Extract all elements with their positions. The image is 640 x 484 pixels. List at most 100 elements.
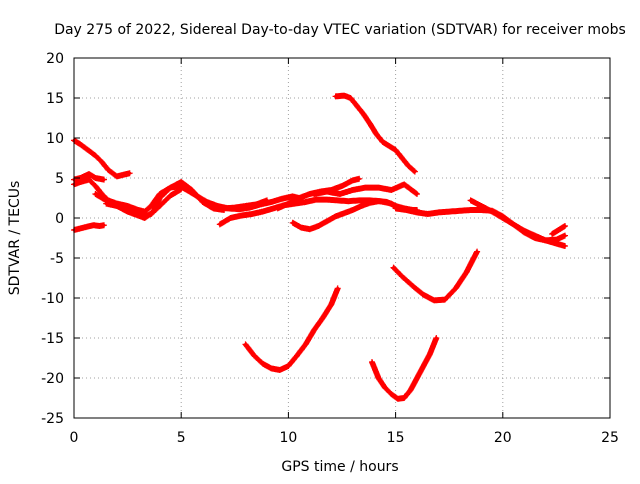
data-point — [218, 222, 222, 226]
data-point — [563, 224, 567, 228]
data-point — [304, 200, 308, 204]
data-point — [368, 201, 372, 205]
data-point — [85, 225, 89, 229]
data-point — [336, 198, 340, 202]
y-tick-label: -20 — [41, 371, 64, 387]
data-point — [563, 234, 567, 238]
data-point — [334, 94, 338, 98]
series-arc-p — [242, 285, 341, 373]
data-point — [522, 229, 526, 233]
data-point — [158, 204, 162, 208]
data-point — [454, 286, 458, 290]
data-point — [78, 226, 82, 230]
data-point — [469, 208, 473, 212]
data-point — [91, 223, 95, 227]
data-point — [342, 211, 346, 215]
data-point — [126, 206, 130, 210]
x-tick-label: 15 — [387, 430, 405, 446]
y-tick-label: 5 — [55, 171, 64, 187]
data-point — [239, 214, 243, 218]
data-point — [149, 204, 153, 208]
data-point — [295, 354, 299, 358]
y-tick-label: 20 — [46, 51, 64, 67]
data-point — [400, 156, 404, 160]
data-point — [271, 206, 275, 210]
data-point — [98, 224, 102, 228]
data-point — [102, 223, 106, 227]
data-point — [394, 148, 398, 152]
data-point — [351, 208, 355, 212]
data-point — [374, 132, 378, 136]
data-point — [351, 188, 355, 192]
data-point — [291, 194, 295, 198]
x-tick-label: 25 — [601, 430, 619, 446]
data-point — [413, 170, 417, 174]
data-point — [415, 376, 419, 380]
data-point — [338, 192, 342, 196]
data-point — [436, 210, 440, 214]
data-point — [121, 173, 125, 177]
data-point — [93, 192, 97, 196]
data-point — [447, 210, 451, 214]
y-tick-label: 0 — [55, 211, 64, 227]
x-tick-label: 5 — [177, 430, 186, 446]
data-point — [554, 242, 558, 246]
data-point — [168, 186, 172, 190]
data-point — [291, 221, 295, 225]
data-point — [100, 160, 104, 164]
data-point — [426, 212, 430, 216]
series-arc-k — [311, 181, 420, 197]
data-point — [104, 202, 108, 206]
data-point — [286, 364, 290, 368]
data-point — [389, 392, 393, 396]
data-point — [376, 199, 380, 203]
series-arc-g — [173, 181, 303, 213]
data-point — [544, 238, 548, 242]
y-tick-label: -10 — [41, 291, 64, 307]
data-point — [93, 176, 97, 180]
data-point — [248, 206, 252, 210]
data-point — [304, 342, 308, 346]
data-point — [355, 104, 359, 108]
data-point — [325, 190, 329, 194]
data-point — [512, 222, 516, 226]
series-arc-o — [549, 223, 568, 237]
tick-layer: 0 5 10 15 20 25 -25 -20 -15 -10 -5 0 5 10 15 20 — [41, 51, 619, 446]
data-point — [501, 216, 505, 220]
data-point — [475, 250, 479, 254]
data-point — [316, 224, 320, 228]
data-point — [308, 192, 312, 196]
data-point — [269, 366, 273, 370]
series-arc-n — [467, 197, 568, 249]
data-point — [349, 96, 353, 100]
data-point — [299, 226, 303, 230]
data-point — [404, 208, 408, 212]
data-point — [334, 214, 338, 218]
data-point — [376, 376, 380, 380]
data-point — [278, 368, 282, 372]
data-point — [370, 360, 374, 364]
data-point — [259, 202, 263, 206]
series-arc-e — [103, 186, 185, 220]
data-point — [229, 216, 233, 220]
y-tick-label: 10 — [46, 131, 64, 147]
data-point — [361, 112, 365, 116]
series-arc-r — [390, 248, 481, 304]
x-tick-label: 0 — [70, 430, 79, 446]
data-point — [533, 234, 537, 238]
data-point — [276, 206, 280, 210]
data-point — [432, 298, 436, 302]
data-point — [78, 142, 82, 146]
data-point — [175, 182, 179, 186]
data-point — [357, 177, 361, 181]
data-point — [402, 396, 406, 400]
series-arc-q — [369, 335, 440, 402]
data-point — [179, 180, 183, 184]
data-point — [364, 186, 368, 190]
data-point — [389, 188, 393, 192]
data-point — [387, 144, 391, 148]
data-point — [205, 200, 209, 204]
data-point — [406, 164, 410, 168]
data-point — [87, 178, 91, 182]
data-point — [250, 212, 254, 216]
